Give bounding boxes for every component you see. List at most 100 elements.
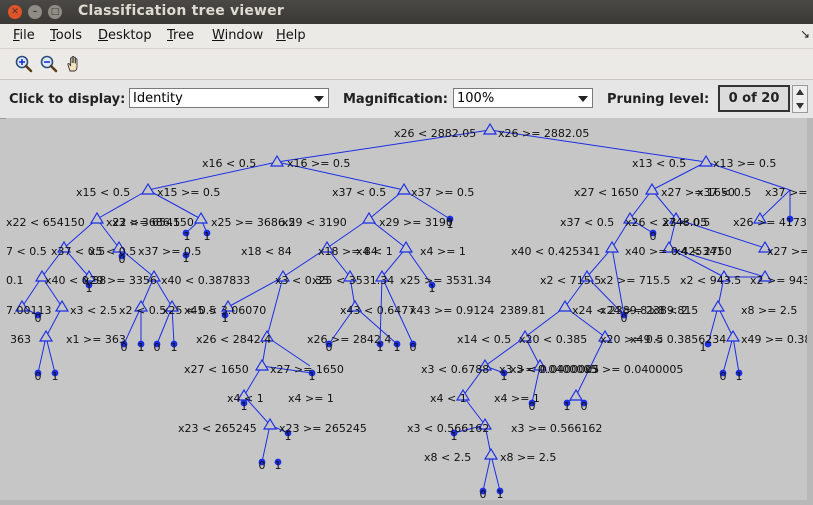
branch-node[interactable] bbox=[698, 154, 714, 167]
leaf-node[interactable] bbox=[393, 340, 401, 348]
minimize-window-button[interactable]: – bbox=[28, 5, 42, 19]
branch-node[interactable] bbox=[254, 358, 270, 371]
branch-node[interactable] bbox=[622, 211, 638, 224]
branch-node[interactable] bbox=[398, 240, 414, 253]
leaf-node[interactable] bbox=[446, 215, 454, 223]
leaf-node[interactable] bbox=[409, 340, 417, 348]
leaf-node[interactable] bbox=[51, 369, 59, 377]
leaf-node[interactable] bbox=[563, 399, 571, 407]
branch-node[interactable] bbox=[757, 240, 773, 253]
branch-node[interactable] bbox=[89, 211, 105, 224]
leaf-node[interactable] bbox=[284, 429, 292, 437]
branch-node[interactable] bbox=[482, 122, 498, 135]
leaf-node[interactable] bbox=[120, 340, 128, 348]
leaf-node[interactable] bbox=[170, 340, 178, 348]
branch-node[interactable] bbox=[604, 240, 620, 253]
leaf-node[interactable] bbox=[649, 229, 657, 237]
leaf-node[interactable] bbox=[34, 311, 42, 319]
leaf-node[interactable] bbox=[620, 311, 628, 319]
branch-node[interactable] bbox=[644, 182, 660, 195]
leaf-node[interactable] bbox=[735, 369, 743, 377]
leaf-node[interactable] bbox=[153, 340, 161, 348]
leaf-node[interactable] bbox=[137, 340, 145, 348]
vertical-scrollbar[interactable] bbox=[807, 118, 813, 505]
branch-node[interactable] bbox=[34, 269, 50, 282]
branch-node[interactable] bbox=[193, 211, 209, 224]
leaf-node[interactable] bbox=[85, 281, 93, 289]
branch-node[interactable] bbox=[532, 358, 548, 371]
leaf-node[interactable] bbox=[528, 399, 536, 407]
menu-tree[interactable]: Tree bbox=[167, 28, 195, 43]
leaf-node[interactable] bbox=[308, 369, 316, 377]
magnification-select[interactable]: 100% bbox=[453, 88, 593, 108]
menu-window[interactable]: Window bbox=[212, 28, 264, 43]
branch-node[interactable] bbox=[319, 240, 335, 253]
menu-help[interactable]: Help bbox=[276, 28, 306, 43]
leaf-node[interactable] bbox=[704, 340, 712, 348]
branch-node[interactable] bbox=[396, 182, 412, 195]
leaf-node[interactable] bbox=[274, 458, 282, 466]
branch-node[interactable] bbox=[54, 299, 70, 312]
menu-overflow-icon[interactable]: ↘ bbox=[799, 27, 810, 41]
display-select[interactable]: Identity bbox=[129, 88, 329, 108]
branch-node[interactable] bbox=[164, 299, 180, 312]
branch-node[interactable] bbox=[133, 299, 149, 312]
branch-node[interactable] bbox=[477, 417, 493, 430]
leaf-node[interactable] bbox=[182, 229, 190, 237]
branch-node[interactable] bbox=[81, 269, 97, 282]
zoom-in-icon[interactable] bbox=[14, 54, 34, 74]
branch-node[interactable] bbox=[347, 299, 363, 312]
branch-node[interactable] bbox=[146, 269, 162, 282]
leaf-node[interactable] bbox=[450, 429, 458, 437]
leaf-node[interactable] bbox=[496, 487, 504, 495]
horizontal-scrollbar[interactable] bbox=[0, 500, 813, 505]
branch-node[interactable] bbox=[342, 269, 358, 282]
leaf-node[interactable] bbox=[580, 399, 588, 407]
leaf-node[interactable] bbox=[719, 369, 727, 377]
zoom-out-icon[interactable] bbox=[39, 54, 59, 74]
branch-node[interactable] bbox=[757, 269, 773, 282]
leaf-nodes[interactable] bbox=[34, 215, 794, 495]
branch-node[interactable] bbox=[14, 299, 30, 312]
leaf-node[interactable] bbox=[479, 487, 487, 495]
branch-node[interactable] bbox=[716, 269, 732, 282]
menu-desktop[interactable]: Desktop bbox=[98, 28, 152, 43]
branch-node[interactable] bbox=[38, 329, 54, 342]
branch-node[interactable] bbox=[483, 447, 499, 460]
spinner-down-icon[interactable] bbox=[796, 103, 804, 109]
leaf-node[interactable] bbox=[325, 340, 333, 348]
branch-node[interactable] bbox=[597, 329, 613, 342]
tree-canvas[interactable]: x26 < 2882.05 x26 >= 2882.05 x16 < 0.5 x16 … bbox=[6, 118, 807, 505]
branch-node[interactable] bbox=[140, 182, 156, 195]
branch-node[interactable] bbox=[568, 388, 584, 401]
branch-node[interactable] bbox=[455, 388, 471, 401]
branch-node[interactable] bbox=[725, 329, 741, 342]
leaf-node[interactable] bbox=[428, 281, 436, 289]
branch-node[interactable] bbox=[56, 240, 72, 253]
branch-node[interactable] bbox=[579, 269, 595, 282]
branch-node[interactable] bbox=[220, 299, 236, 312]
branch-node[interactable] bbox=[557, 299, 573, 312]
pruning-level-field[interactable]: 0 of 20 bbox=[718, 85, 790, 112]
leaf-node[interactable] bbox=[34, 369, 42, 377]
close-window-button[interactable]: ✕ bbox=[8, 5, 22, 19]
branch-node[interactable] bbox=[477, 358, 493, 371]
pruning-spinner[interactable] bbox=[792, 85, 808, 113]
branch-node[interactable] bbox=[661, 240, 677, 253]
branch-node[interactable] bbox=[275, 269, 291, 282]
leaf-node[interactable] bbox=[240, 399, 248, 407]
branch-node[interactable] bbox=[752, 211, 768, 224]
branch-node[interactable] bbox=[361, 211, 377, 224]
branch-node[interactable] bbox=[710, 299, 726, 312]
branch-node[interactable] bbox=[374, 269, 390, 282]
leaf-node[interactable] bbox=[500, 369, 508, 377]
spinner-up-icon[interactable] bbox=[796, 89, 804, 95]
branch-node[interactable] bbox=[668, 211, 684, 224]
leaf-node[interactable] bbox=[182, 251, 190, 259]
branch-node[interactable] bbox=[262, 417, 278, 430]
leaf-node[interactable] bbox=[118, 252, 126, 260]
branch-node[interactable] bbox=[517, 329, 533, 342]
leaf-node[interactable] bbox=[376, 340, 384, 348]
leaf-node[interactable] bbox=[786, 215, 794, 223]
branch-node[interactable] bbox=[259, 329, 275, 342]
